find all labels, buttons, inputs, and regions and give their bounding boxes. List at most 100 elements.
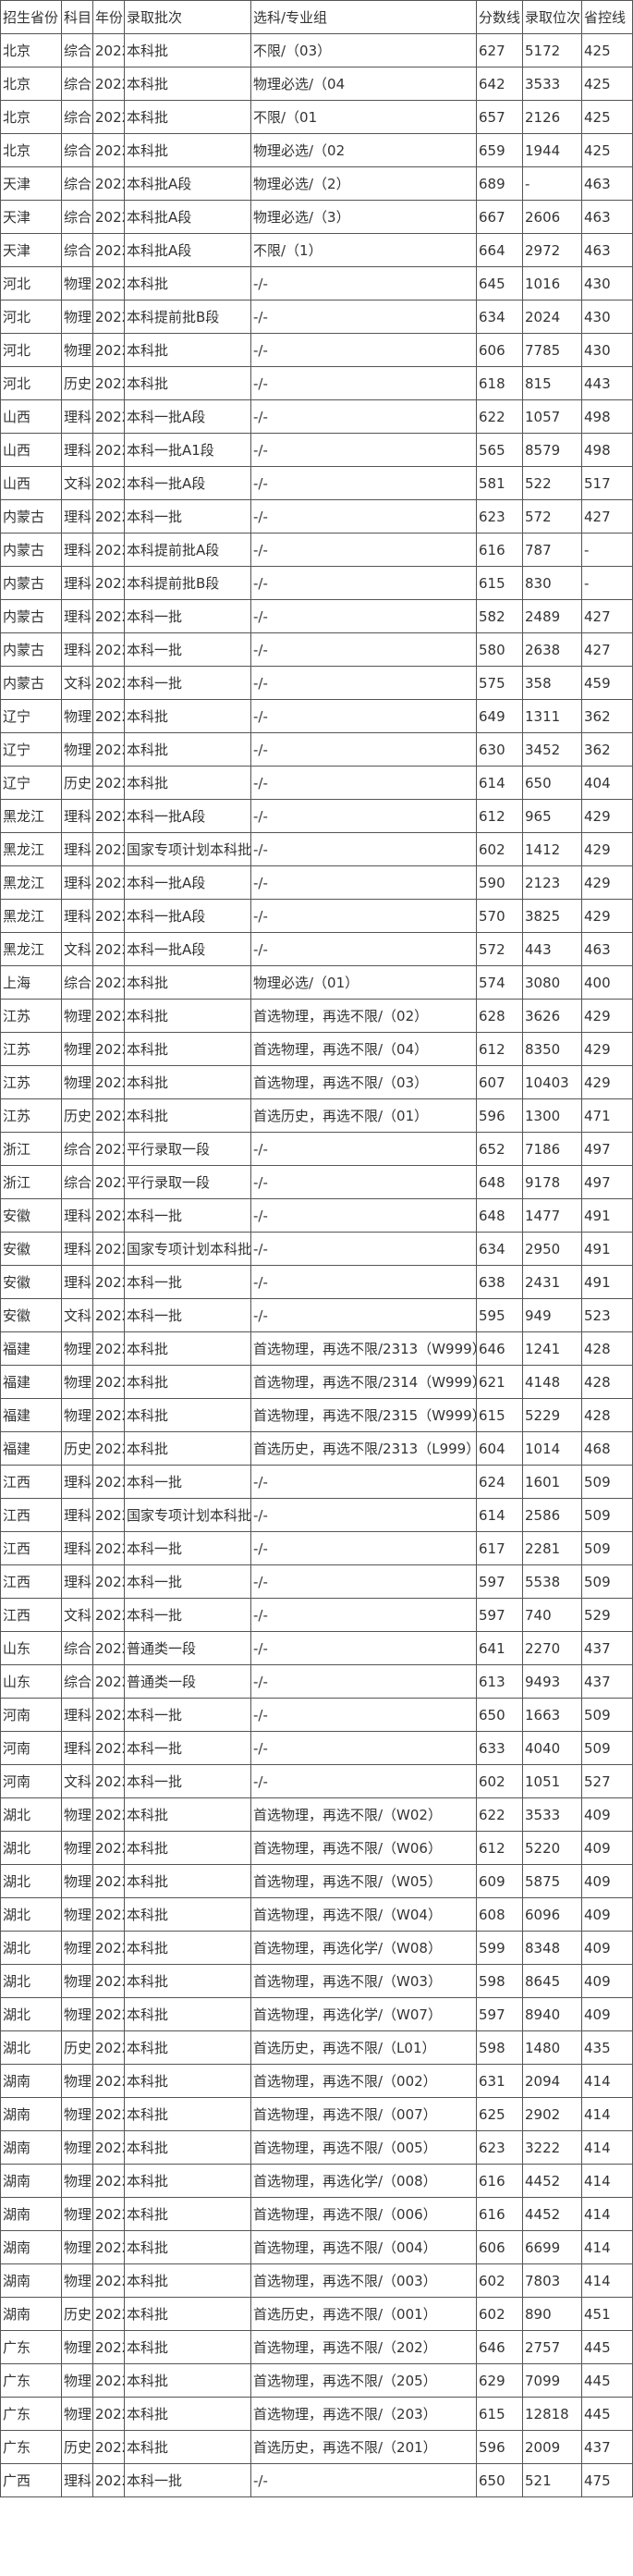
table-cell: 595	[476, 1298, 523, 1332]
table-cell: 602	[476, 832, 523, 866]
table-cell: 2022	[92, 699, 125, 733]
table-cell: 2022	[92, 2030, 125, 2065]
table-cell: 本科一批	[124, 1598, 251, 1632]
table-cell: 河南	[0, 1698, 62, 1732]
table-cell: 2022	[92, 1365, 125, 1399]
table-cell: 辽宁	[0, 766, 62, 800]
table-cell: 物理必选/（01）	[250, 965, 477, 1000]
table-cell: 国家专项计划本科批	[124, 1232, 251, 1266]
table-cell: 414	[581, 2097, 633, 2131]
table-cell: 内蒙古	[0, 533, 62, 567]
table-cell: 本科批	[124, 1431, 251, 1466]
table-cell: 425	[581, 100, 633, 134]
table-cell: 本科批	[124, 1398, 251, 1432]
table-cell: 1057	[522, 399, 582, 434]
table-cell: 598	[476, 1964, 523, 1998]
table-cell: 650	[476, 2463, 523, 2497]
table-cell: 首选物理，再选不限/（003）	[250, 2263, 477, 2298]
table-cell: 首选历史，再选不限/（001）	[250, 2297, 477, 2331]
table-cell: 443	[522, 932, 582, 966]
table-cell: 物理	[61, 1831, 93, 1865]
table-cell: 4148	[522, 1365, 582, 1399]
table-cell: 2022	[92, 200, 125, 234]
table-cell: 2022	[92, 1298, 125, 1332]
table-cell: 12818	[522, 2397, 582, 2431]
table-cell: 7099	[522, 2363, 582, 2398]
table-cell: 414	[581, 2230, 633, 2264]
table-cell: 湖北	[0, 1997, 62, 2031]
table-cell: 广东	[0, 2430, 62, 2464]
table-cell: -/-	[250, 699, 477, 733]
table-cell: 北京	[0, 133, 62, 167]
table-cell: 首选物理，再选化学/（W08）	[250, 1931, 477, 1965]
table-cell: 602	[476, 2297, 523, 2331]
table-cell: 3452	[522, 732, 582, 767]
table-cell: 综合	[61, 100, 93, 134]
table-row: 福建物理2022本科批首选物理，再选不限/2314（W999）621414842…	[0, 1365, 633, 1399]
table-cell: 612	[476, 799, 523, 833]
table-cell: 历史	[61, 2030, 93, 2065]
table-cell: 本科一批	[124, 499, 251, 534]
table-cell: 湖北	[0, 1897, 62, 1932]
table-cell: -/-	[250, 1664, 477, 1699]
table-cell: 3222	[522, 2130, 582, 2165]
table-cell: 689	[476, 166, 523, 201]
table-cell: 本科批	[124, 2297, 251, 2331]
table-cell: 本科一批	[124, 1698, 251, 1732]
table-cell: 463	[581, 233, 633, 267]
table-cell: 物理	[61, 732, 93, 767]
table-cell: 理科	[61, 899, 93, 933]
table-cell: 5538	[522, 1564, 582, 1599]
table-cell: -/-	[250, 2463, 477, 2497]
table-cell: 物理	[61, 2230, 93, 2264]
table-cell: 608	[476, 1897, 523, 1932]
header-cell: 招生省份	[0, 0, 62, 34]
table-cell: 602	[476, 1764, 523, 1798]
table-cell: 北京	[0, 33, 62, 67]
table-cell: 613	[476, 1664, 523, 1699]
table-row: 天津综合2022本科批A段物理必选/（2）689-463	[0, 166, 633, 201]
table-cell: 本科批	[124, 67, 251, 101]
table-cell: 安徽	[0, 1198, 62, 1233]
table-cell: 2022	[92, 632, 125, 667]
table-cell: 2022	[92, 1564, 125, 1599]
table-cell: 509	[581, 1531, 633, 1565]
table-cell: 2022	[92, 666, 125, 700]
table-cell: 本科批	[124, 2397, 251, 2431]
table-cell: 3626	[522, 999, 582, 1033]
table-cell: 2950	[522, 1232, 582, 1266]
table-cell: 451	[581, 2297, 633, 2331]
table-cell: 2022	[92, 1531, 125, 1565]
table-cell: 570	[476, 899, 523, 933]
table-cell: -/-	[250, 266, 477, 301]
table-cell: 4040	[522, 1731, 582, 1765]
table-cell: 607	[476, 1065, 523, 1099]
table-cell: 物理	[61, 1964, 93, 1998]
table-cell: 本科批	[124, 1964, 251, 1998]
table-cell: 本科批	[124, 133, 251, 167]
table-cell: 文科	[61, 666, 93, 700]
table-cell: -/-	[250, 533, 477, 567]
table-cell: -/-	[250, 466, 477, 500]
table-cell: 本科批	[124, 2330, 251, 2364]
table-cell: 首选物理，再选化学/（008）	[250, 2164, 477, 2198]
table-cell: 2022	[92, 1797, 125, 1832]
table-cell: 2022	[92, 965, 125, 1000]
table-cell: -	[522, 166, 582, 201]
table-cell: 634	[476, 1232, 523, 1266]
